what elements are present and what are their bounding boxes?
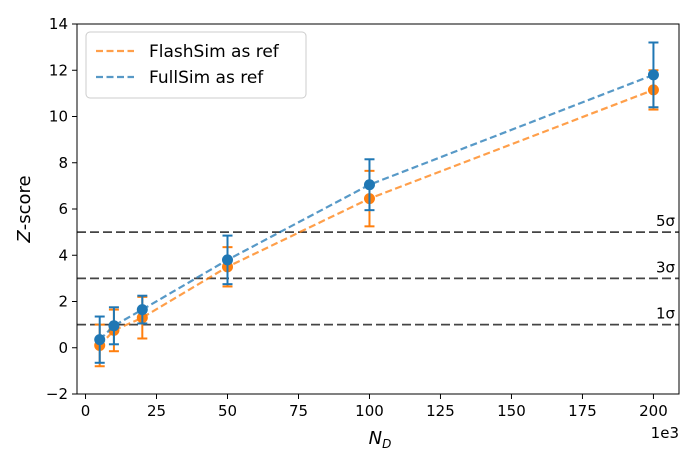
x-tick-label: 50 bbox=[218, 402, 237, 420]
y-axis-title-rest: -score bbox=[14, 175, 35, 230]
data-point bbox=[647, 69, 659, 81]
x-tick-label: 200 bbox=[639, 402, 668, 420]
x-tick-label: 25 bbox=[147, 402, 166, 420]
reference-line-label: 3σ bbox=[656, 258, 676, 276]
y-tick-label: 14 bbox=[49, 15, 68, 33]
x-axis-title: ND bbox=[369, 428, 392, 451]
data-point bbox=[222, 254, 233, 266]
x-tick-label: 0 bbox=[81, 402, 91, 420]
y-tick-label: 12 bbox=[49, 61, 68, 79]
y-tick-label: −2 bbox=[46, 385, 68, 403]
x-axis-title-sub: D bbox=[382, 437, 391, 451]
y-tick-label: 8 bbox=[58, 154, 68, 172]
x-tick-label: 100 bbox=[355, 402, 384, 420]
legend-label: FullSim as ref bbox=[149, 68, 264, 88]
reference-line-label: 5σ bbox=[656, 212, 676, 230]
x-offset-label: 1e3 bbox=[651, 424, 679, 442]
x-axis-title-main: N bbox=[369, 428, 382, 449]
data-point bbox=[363, 179, 375, 191]
y-axis-title-italic: Z bbox=[14, 230, 35, 244]
data-point bbox=[94, 334, 106, 346]
y-axis-title: Z-score bbox=[14, 175, 35, 243]
axis-layer: 0 25 50 75 100 125 150 175 200 −2 0 2 4 6 8 10 12 14 bbox=[46, 15, 668, 420]
x-tick-label: 175 bbox=[568, 402, 597, 420]
x-tick-label: 75 bbox=[289, 402, 308, 420]
y-tick-label: 4 bbox=[58, 246, 68, 264]
legend-box bbox=[85, 31, 307, 99]
y-tick-label: 6 bbox=[58, 200, 68, 218]
y-tick-label: 10 bbox=[49, 108, 68, 126]
plot-layer: 5σ 3σ 1σ bbox=[77, 41, 679, 368]
y-tick-label: 2 bbox=[58, 293, 68, 311]
legend-label: FlashSim as ref bbox=[149, 42, 280, 62]
x-tick-label: 125 bbox=[426, 402, 455, 420]
legend: FlashSim as ref FullSim as ref bbox=[85, 31, 307, 99]
reference-line-label: 1σ bbox=[656, 305, 676, 323]
data-point bbox=[136, 304, 148, 316]
x-tick-label: 150 bbox=[497, 402, 526, 420]
y-tick-label: 0 bbox=[58, 339, 68, 357]
data-point bbox=[108, 320, 120, 332]
